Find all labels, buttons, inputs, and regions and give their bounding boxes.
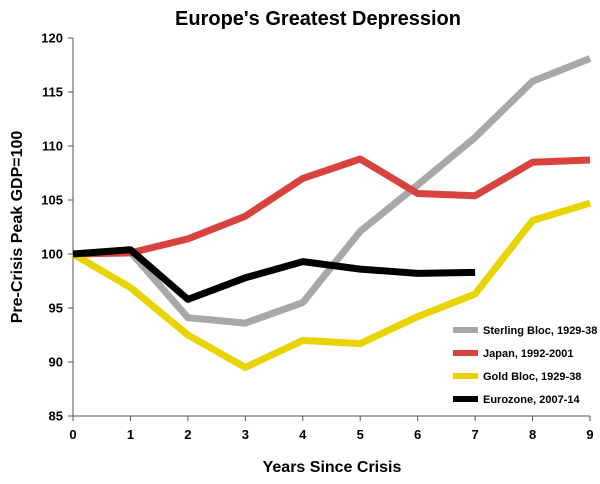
legend-label: Gold Bloc, 1929-38 bbox=[483, 371, 581, 383]
legend-label: Eurozone, 2007-14 bbox=[483, 394, 580, 406]
chart-title: Europe's Greatest Depression bbox=[175, 8, 461, 30]
series-line-3 bbox=[72, 246, 476, 303]
x-tick-label: 5 bbox=[357, 427, 364, 442]
x-tick-label: 9 bbox=[586, 427, 593, 442]
y-tick-label: 85 bbox=[49, 409, 63, 424]
x-tick-label: 4 bbox=[299, 427, 307, 442]
x-tick-label: 6 bbox=[414, 427, 421, 442]
axes: 85 90 95 100 105 110 115 120 0 1 2 3 4 5 6 7 8 9 bbox=[41, 31, 593, 443]
series-line-0 bbox=[72, 55, 592, 327]
legend-label: Sterling Bloc, 1929-38 bbox=[483, 325, 597, 337]
y-tick-label: 95 bbox=[49, 301, 63, 316]
x-tick-label: 7 bbox=[471, 427, 478, 442]
y-tick-label: 110 bbox=[42, 139, 63, 154]
y-tick-label: 100 bbox=[41, 247, 63, 262]
legend-label: Japan, 1992-2001 bbox=[483, 348, 574, 360]
series-line-1 bbox=[72, 155, 591, 258]
series-layer bbox=[71, 55, 592, 371]
y-tick-label: 120 bbox=[41, 31, 63, 46]
y-axis-label: Pre-Crisis Peak GDP=100 bbox=[9, 131, 26, 324]
x-tick-label: 1 bbox=[127, 427, 134, 442]
y-tick-label: 90 bbox=[49, 355, 63, 370]
legend: Sterling Bloc, 1929-38 Japan, 1992-2001 Go… bbox=[453, 325, 597, 406]
series-line-2 bbox=[71, 199, 592, 371]
x-axis-label: Years Since Crisis bbox=[263, 459, 402, 476]
x-tick-label: 3 bbox=[242, 427, 249, 442]
x-tick-label: 2 bbox=[184, 427, 191, 442]
x-tick-label: 0 bbox=[69, 427, 76, 442]
y-tick-label: 115 bbox=[42, 85, 63, 100]
x-tick-label: 8 bbox=[529, 427, 536, 442]
y-tick-label: 105 bbox=[41, 193, 63, 208]
